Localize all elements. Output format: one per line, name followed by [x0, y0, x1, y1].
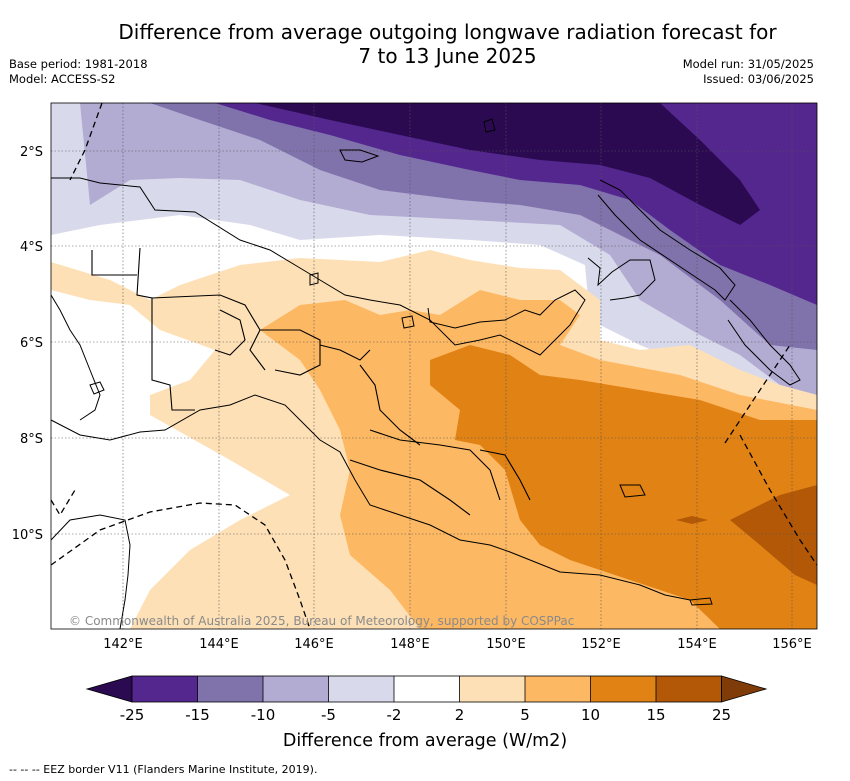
colorbar-tick-10: 10 [581, 706, 600, 724]
eez-legend: -- -- -- EEZ border V11 (Flanders Marine… [9, 763, 318, 776]
band-p15-p25-small [676, 516, 708, 524]
island-small-3 [309, 272, 319, 286]
lat-tick-8s: 8°S [20, 432, 43, 447]
eez-west-south [51, 489, 76, 517]
new-ireland [597, 179, 736, 301]
colorbar: -25 -15 -10 -5 -2 2 5 10 15 25 [85, 675, 768, 724]
model-run: Model run: 31/05/2025 [682, 57, 814, 71]
colorbar-seg-m5-m2 [328, 676, 394, 702]
colorbar-seg-2-5 [459, 676, 525, 702]
border-morobe [369, 429, 501, 501]
colorbar-frame [131, 675, 722, 703]
band-below-m25 [255, 103, 760, 225]
border-oro [479, 449, 531, 501]
province-borders [91, 247, 531, 516]
border-gulf [359, 364, 421, 446]
island-fergusson [619, 484, 646, 498]
lat-tick-2s: 2°S [20, 145, 43, 160]
title-line-1: Difference from average outgoing longwav… [118, 20, 777, 44]
lon-tick-154e: 154°E [677, 637, 717, 652]
coastlines [51, 118, 801, 629]
border-enga [214, 309, 246, 356]
border-central [349, 459, 471, 516]
colorbar-seg-m2-2 [394, 676, 460, 702]
border-highlands-2 [319, 344, 371, 361]
lon-tick-144e: 144°E [199, 637, 239, 652]
lon-tick-150e: 150°E [486, 637, 526, 652]
island-torres-1 [89, 381, 105, 395]
gridlines [51, 103, 817, 629]
lat-tick-10s: 10°S [12, 528, 43, 543]
base-period: Base period: 1981-2018 [9, 57, 148, 71]
lon-tick-146e: 146°E [294, 637, 334, 652]
meta-right: Model run: 31/05/2025 Issued: 03/06/2025 [683, 57, 814, 87]
meta-left: Base period: 1981-2018 Model: ACCESS-S2 [9, 57, 148, 87]
lon-tick-148e: 148°E [390, 637, 430, 652]
map-title: Difference from average outgoing longwav… [90, 20, 805, 68]
eez-east [724, 344, 791, 444]
lon-ticks: 142°E 144°E 146°E 148°E 150°E 152°E 154°… [103, 637, 812, 652]
island-louisiade-1 [689, 597, 713, 606]
lon-tick-152e: 152°E [581, 637, 621, 652]
anomaly-field: © Commonwealth of Australia 2025, Bureau… [51, 103, 817, 629]
island-manus [339, 149, 380, 163]
west-papua-border [91, 250, 137, 276]
colorbar-tick-m15: -15 [185, 706, 210, 724]
colorbar-extend-low [85, 675, 133, 703]
new-guinea-north-coast [51, 177, 586, 356]
eez-borders [51, 103, 817, 629]
title-line-2: 7 to 13 June 2025 [358, 44, 537, 68]
copyright-note: © Commonwealth of Australia 2025, Bureau… [69, 614, 574, 628]
lat-ticks: 2°S 4°S 6°S 8°S 10°S [12, 145, 43, 543]
lat-tick-4s: 4°S [20, 240, 43, 255]
lon-tick-156e: 156°E [772, 637, 812, 652]
colorbar-tick-2: 2 [455, 706, 465, 724]
colorbar-tick-m10: -10 [251, 706, 276, 724]
colorbar-tick-m25: -25 [120, 706, 145, 724]
island-australia-tip [51, 514, 131, 629]
new-guinea-south-coast [51, 394, 691, 601]
island-small-2 [401, 315, 415, 329]
eez-south-arc [51, 502, 311, 629]
lon-tick-142e: 142°E [103, 637, 143, 652]
border-sepik [151, 294, 266, 371]
colorbar-tick-m5: -5 [321, 706, 336, 724]
colorbar-tick-25: 25 [712, 706, 731, 724]
colorbar-tick-m2: -2 [387, 706, 402, 724]
colorbar-seg-15-25 [656, 676, 722, 702]
papua-westcoast [51, 294, 101, 421]
map-frame [50, 102, 818, 630]
band-p15-p25 [730, 485, 817, 585]
issued-date: Issued: 03/06/2025 [703, 72, 814, 86]
international-border [136, 247, 195, 411]
colorbar-unit-label: Difference from average (W/m2) [282, 731, 568, 751]
colorbar-tick-15: 15 [646, 706, 665, 724]
colorbar-seg-5-10 [525, 676, 591, 702]
eez-southeast [739, 434, 817, 566]
colorbar-tick-5: 5 [520, 706, 530, 724]
model-name: Model: ACCESS-S2 [9, 72, 116, 86]
band-p10-p15 [430, 345, 817, 629]
colorbar-dividers [197, 676, 657, 702]
colorbar-seg-m15-m10 [197, 676, 263, 702]
colorbar-extend-high [721, 675, 768, 703]
island-small-1 [483, 118, 496, 133]
lat-tick-6s: 6°S [20, 336, 43, 351]
colorbar-seg-m25-m15 [132, 676, 198, 702]
eez-west-north [69, 103, 103, 181]
new-britain [587, 257, 656, 301]
bougainville [727, 299, 801, 386]
colorbar-seg-m10-m5 [263, 676, 329, 702]
border-highlands-1 [260, 329, 321, 376]
colorbar-seg-10-15 [590, 676, 656, 702]
